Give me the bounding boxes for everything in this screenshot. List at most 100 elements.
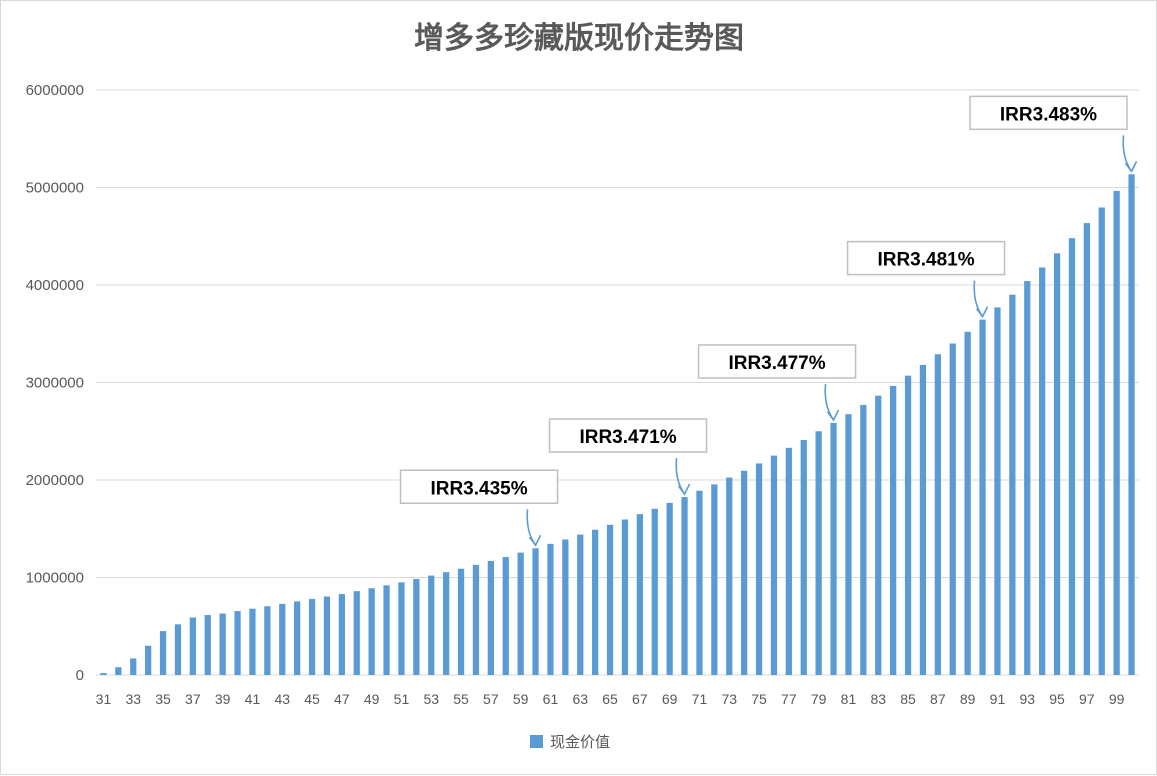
- x-tick-label: 43: [274, 691, 290, 707]
- x-tick-label: 95: [1049, 691, 1065, 707]
- bar: [711, 484, 718, 675]
- bar: [487, 560, 494, 675]
- bar: [726, 477, 733, 675]
- bar: [681, 497, 688, 675]
- x-tick-label: 71: [692, 691, 708, 707]
- x-tick-label: 85: [900, 691, 916, 707]
- bar: [130, 658, 137, 675]
- legend-swatch: [530, 735, 543, 748]
- bar: [145, 645, 152, 675]
- bar: [770, 455, 778, 675]
- bar: [443, 572, 450, 675]
- x-tick-label: 59: [513, 691, 529, 707]
- x-tick-label: 37: [185, 691, 201, 707]
- x-tick-label: 99: [1109, 691, 1125, 707]
- x-tick-label: 77: [781, 691, 797, 707]
- annotation-arrowhead: [1124, 160, 1138, 173]
- bar: [577, 534, 584, 675]
- x-tick-label: 81: [841, 691, 857, 707]
- bar: [1053, 253, 1061, 675]
- annotation-label: IRR3.477%: [728, 353, 825, 374]
- x-tick-label: 35: [155, 691, 171, 707]
- bar: [249, 608, 256, 675]
- bar: [875, 395, 882, 675]
- annotation-label: IRR3.435%: [430, 478, 527, 499]
- bar: [621, 519, 629, 675]
- legend-label: 现金价值: [550, 733, 610, 751]
- annotation-box: [969, 95, 1128, 131]
- bar: [338, 594, 345, 675]
- gridlines: [96, 89, 1139, 676]
- chart-title: 增多多珍藏版现价走势图: [414, 21, 744, 56]
- bar: [979, 319, 986, 675]
- annotation-label: IRR3.471%: [579, 427, 676, 448]
- bar: [368, 588, 375, 675]
- bar: [636, 514, 643, 675]
- bar: [651, 508, 658, 675]
- annotation-box: [399, 469, 559, 504]
- bar: [890, 385, 897, 675]
- bar: [234, 611, 241, 675]
- annotation-label: IRR3.481%: [877, 250, 974, 271]
- x-tick-label: 89: [960, 691, 976, 707]
- bar: [785, 447, 792, 675]
- bar: [949, 343, 956, 675]
- bar: [845, 414, 852, 675]
- bar: [919, 364, 927, 675]
- annotation-box: [548, 418, 708, 453]
- x-tick-label: 69: [662, 691, 678, 707]
- x-tick-label: 73: [721, 691, 737, 707]
- bar: [1009, 294, 1016, 675]
- bar: [308, 598, 316, 675]
- bar: [934, 354, 941, 675]
- y-axis: 0 1000000 2000000 3000000 4000000 5000000 6000…: [26, 82, 84, 684]
- bar: [532, 548, 539, 675]
- bar: [1113, 190, 1120, 675]
- x-tick-label: 97: [1079, 691, 1095, 707]
- bar: [219, 613, 226, 675]
- bar: [294, 601, 301, 675]
- irr-annotation: IRR3.483%: [969, 95, 1138, 173]
- x-tick-label: 39: [215, 691, 231, 707]
- x-tick-label: 87: [930, 691, 946, 707]
- annotation-arrowhead: [528, 534, 542, 547]
- bar: [279, 603, 286, 675]
- x-tick-label: 51: [394, 691, 410, 707]
- x-axis: 31 33 35 37 39 41 43 45 47 49 51 53 55 57 59 61 63 65 67 69…: [96, 691, 1125, 707]
- bar: [174, 624, 182, 675]
- bar: [472, 564, 480, 675]
- bar: [755, 463, 763, 675]
- bar: [606, 524, 614, 675]
- bar: [800, 440, 807, 675]
- bar: [994, 307, 1001, 675]
- bars: [100, 174, 1135, 676]
- annotation-box: [697, 344, 857, 379]
- annotation-arrowhead: [677, 483, 691, 496]
- irr-annotation: IRR3.477%: [697, 344, 857, 422]
- y-tick-label: 3000000: [26, 375, 84, 392]
- x-tick-label: 67: [632, 691, 648, 707]
- x-tick-label: 53: [423, 691, 439, 707]
- x-tick-label: 61: [543, 691, 559, 707]
- bar: [592, 529, 599, 675]
- x-tick-label: 31: [96, 691, 112, 707]
- bar: [502, 557, 509, 675]
- bar: [1083, 223, 1090, 675]
- bar: [860, 404, 867, 675]
- y-tick-label: 1000000: [26, 570, 84, 587]
- bar: [517, 552, 524, 675]
- x-tick-label: 45: [304, 691, 320, 707]
- irr-annotation: IRR3.435%: [399, 469, 559, 547]
- irr-annotation: IRR3.481%: [846, 240, 1006, 319]
- bar: [204, 615, 211, 675]
- annotation-box: [846, 240, 1006, 276]
- bar: [666, 502, 673, 675]
- x-tick-label: 41: [245, 691, 261, 707]
- annotation-arrowhead: [975, 306, 989, 319]
- annotation-arrowhead: [826, 409, 840, 422]
- x-tick-label: 83: [870, 691, 886, 707]
- bar: [189, 617, 196, 675]
- bar: [115, 667, 122, 675]
- bar: [964, 331, 971, 675]
